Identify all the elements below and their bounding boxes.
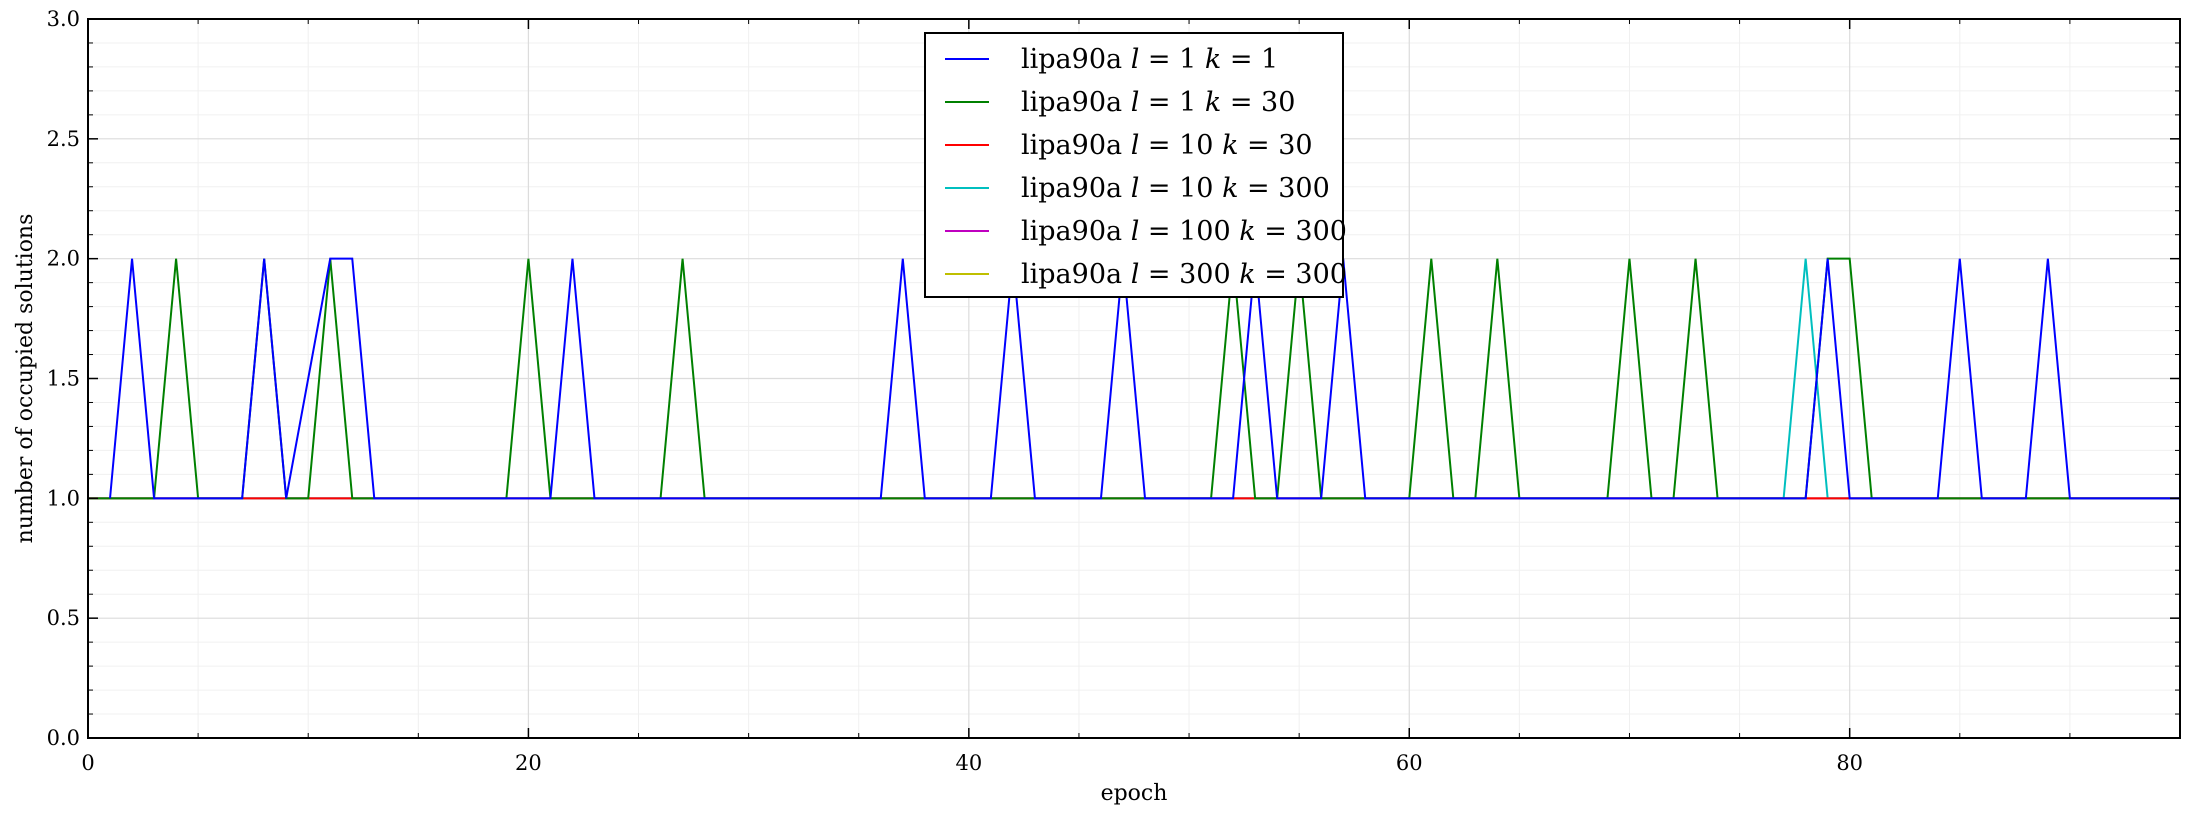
legend-label-part: k (1222, 173, 1238, 204)
x-tick-label: 40 (955, 751, 982, 775)
legend-frame (924, 32, 1344, 298)
x-tick-label: 0 (81, 751, 94, 775)
y-tick-label: 1.5 (47, 367, 80, 391)
y-tick-label: 2.0 (47, 247, 80, 271)
y-axis-label: number of occupied solutions (13, 214, 38, 544)
y-tick-label: 1.0 (47, 486, 80, 510)
legend-label-part: l (1131, 173, 1140, 204)
legend-label-part: = 30 (1221, 87, 1295, 118)
tick-labels: 0 20 40 60 80 0.0 0.5 1.0 1.5 2.0 2.5 3.0 (47, 7, 1863, 775)
legend-label-part: = 30 (1238, 130, 1312, 161)
legend-label-part: lipa90a (1021, 259, 1131, 290)
legend-label-part: k (1205, 87, 1221, 118)
axis-ticks (87, 18, 2181, 739)
legend-label-part: lipa90a (1021, 87, 1131, 118)
legend-label-part: lipa90a (1021, 216, 1131, 247)
legend-label-part: = 1 (1139, 87, 1205, 118)
legend-label-part: lipa90a (1021, 44, 1131, 75)
x-axis-label: epoch (1101, 781, 1168, 806)
legend-label-part: lipa90a (1021, 173, 1131, 204)
legend-label-2: lipa90a l = 1 k = 30 (1021, 87, 1295, 118)
legend-label-part: l (1131, 216, 1140, 247)
legend-label-part: lipa90a (1021, 130, 1131, 161)
legend-label-part: = 300 (1256, 216, 1347, 247)
legend-label-3: lipa90a l = 10 k = 30 (1021, 130, 1313, 161)
legend-label-part: l (1131, 44, 1140, 75)
legend-label-part: k (1239, 216, 1255, 247)
x-tick-label: 80 (1836, 751, 1863, 775)
legend-label-part: = 300 (1256, 259, 1347, 290)
legend-label-part: = 10 (1139, 130, 1222, 161)
y-tick-label: 0.0 (47, 726, 80, 750)
x-tick-label: 20 (515, 751, 542, 775)
series-line-1 (109, 257, 2180, 500)
y-tick-label: 2.5 (47, 127, 80, 151)
legend-label-6: lipa90a l = 300 k = 300 (1021, 259, 1347, 290)
legend-label-part: k (1239, 259, 1255, 290)
legend-label-1: lipa90a l = 1 k = 1 (1021, 44, 1278, 75)
legend-label-part: l (1131, 259, 1140, 290)
legend-label-part: k (1222, 130, 1238, 161)
legend-label-part: = 10 (1139, 173, 1222, 204)
legend-label-part: k (1205, 44, 1221, 75)
y-tick-label: 3.0 (47, 7, 80, 31)
legend-label-part: = 1 (1139, 44, 1205, 75)
x-tick-label: 60 (1396, 751, 1423, 775)
legend-label-part: = 1 (1221, 44, 1278, 75)
series-layer (88, 257, 2180, 500)
legend-label-part: l (1131, 130, 1140, 161)
legend-label-part: = 300 (1139, 259, 1239, 290)
legend-label-4: lipa90a l = 10 k = 300 (1021, 173, 1330, 204)
legend-label-5: lipa90a l = 100 k = 300 (1021, 216, 1347, 247)
legend-label-part: = 100 (1139, 216, 1239, 247)
legend-label-part: l (1131, 87, 1140, 118)
y-tick-label: 0.5 (47, 606, 80, 630)
legend-label-part: = 300 (1238, 173, 1329, 204)
